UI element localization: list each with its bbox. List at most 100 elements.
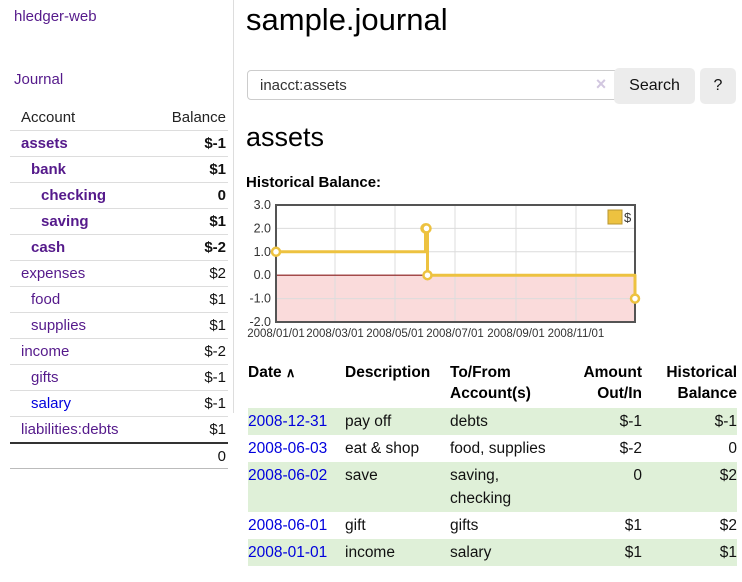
transaction-date-link[interactable]: 2008-06-01	[248, 517, 328, 534]
transaction-date-link[interactable]: 2008-06-02	[248, 467, 328, 484]
account-balance: $1	[209, 161, 226, 178]
account-row: assets $-1	[10, 130, 228, 156]
account-row: expenses $2	[10, 260, 228, 286]
sidebar-account-link[interactable]: expenses	[21, 265, 86, 282]
account-balance: $-1	[204, 135, 226, 152]
cell-accounts: gifts	[450, 517, 479, 534]
cell-amount: 0	[633, 467, 642, 484]
account-balance: $2	[209, 265, 226, 282]
sidebar-account-link[interactable]: food	[31, 291, 61, 308]
cell-description: pay off	[345, 413, 392, 430]
y-tick-label: -1.0	[249, 292, 271, 306]
account-row: income $-2	[10, 338, 228, 364]
column-header-description: Description	[345, 364, 431, 381]
search-button[interactable]: Search	[614, 68, 695, 104]
transaction-date-link[interactable]: 2008-12-31	[248, 413, 328, 430]
account-row: supplies $1	[10, 312, 228, 338]
data-point-marker	[421, 223, 432, 234]
y-tick-label: 2.0	[254, 221, 271, 235]
accounts-total-value: 0	[217, 447, 226, 465]
cell-accounts: debts	[450, 413, 488, 430]
cell-amount: $1	[624, 544, 642, 561]
sidebar-account-link[interactable]: assets	[21, 135, 68, 152]
cell-balance: $2	[719, 467, 737, 484]
sidebar-account-link[interactable]: salary	[31, 395, 72, 412]
register-row: 2008-06-03 eat & shop food, supplies $-2 0	[248, 435, 737, 462]
accounts-table: Account Balance assets $-1 bank $1 checking 0…	[10, 104, 228, 469]
sidebar-item-journal[interactable]: Journal	[14, 71, 64, 88]
sidebar-account-link[interactable]: cash	[31, 239, 66, 256]
register-table: Date ∧ Description To/From Account(s) Am…	[248, 362, 737, 566]
account-row: food $1	[10, 286, 228, 312]
sidebar-account-link[interactable]: saving	[41, 213, 89, 230]
account-row: cash $-2	[10, 234, 228, 260]
sidebar-account-link[interactable]: checking	[41, 187, 107, 204]
column-header-balance: Historical Balance	[666, 364, 737, 402]
account-row: gifts $-1	[10, 364, 228, 390]
accounts-header-account: Account	[21, 108, 76, 126]
account-balance: $-2	[204, 239, 226, 256]
legend-label: $	[624, 210, 632, 225]
cell-amount: $1	[624, 517, 642, 534]
register-row: 2008-06-01 gift gifts $1 $2	[248, 512, 737, 539]
column-header-date[interactable]: Date ∧	[248, 362, 345, 408]
cell-amount: $-2	[619, 440, 642, 457]
y-tick-label: 1.0	[254, 245, 271, 259]
sort-asc-icon: ∧	[285, 365, 295, 380]
cell-balance: $1	[719, 544, 737, 561]
account-balance: 0	[217, 187, 226, 204]
transaction-date-link[interactable]: 2008-06-03	[248, 440, 328, 457]
accounts-total-row: 0	[10, 442, 228, 469]
sidebar-account-link[interactable]: supplies	[31, 317, 87, 334]
sidebar-account-link[interactable]: bank	[31, 161, 67, 178]
cell-date: 2008-01-01	[248, 539, 345, 566]
y-tick-label: 0.0	[254, 268, 271, 282]
sidebar-account-link[interactable]: gifts	[31, 369, 59, 386]
account-balance: $1	[209, 421, 226, 438]
page-title: sample.journal	[246, 2, 448, 37]
data-point-marker	[629, 293, 641, 304]
column-header-accounts: To/From Account(s)	[450, 364, 531, 402]
clear-search-icon[interactable]: ×	[595, 74, 607, 94]
account-balance: $1	[209, 291, 226, 308]
sidebar-account-link[interactable]: income	[21, 343, 70, 360]
y-tick-label: 3.0	[254, 198, 271, 212]
account-heading: assets	[246, 122, 325, 152]
cell-description: income	[345, 544, 395, 561]
account-balance: $-2	[204, 343, 226, 360]
account-balance: $-1	[204, 395, 226, 412]
transaction-date-link[interactable]: 2008-01-01	[248, 544, 328, 561]
x-tick-label: 2008/03/01	[306, 328, 364, 340]
account-row: liabilities:debts $1	[10, 416, 228, 442]
x-tick-label: 2008/05/01	[366, 328, 424, 340]
cell-balance: $2	[719, 517, 737, 534]
column-header-amount: Amount Out/In	[583, 364, 642, 402]
help-button[interactable]: ?	[700, 68, 736, 104]
data-point-marker	[422, 269, 433, 281]
account-rows: assets $-1 bank $1 checking 0 saving $1 cash $-2 e…	[10, 130, 228, 442]
brand-link[interactable]: hledger-web	[14, 8, 97, 25]
sidebar-account-link[interactable]: liabilities:debts	[21, 421, 119, 438]
cell-accounts: salary	[450, 544, 492, 561]
account-row: saving $1	[10, 208, 228, 234]
x-tick-label: 2008/09/01	[487, 328, 545, 340]
cell-balance: 0	[728, 440, 737, 457]
cell-date: 2008-06-01	[248, 512, 345, 539]
accounts-header-balance: Balance	[171, 108, 226, 126]
cell-date: 2008-12-31	[248, 408, 345, 435]
cell-description: save	[345, 467, 378, 484]
cell-amount: $-1	[619, 413, 642, 430]
account-balance: $1	[209, 213, 226, 230]
cell-description: eat & shop	[345, 440, 420, 457]
y-tick-label: -2.0	[249, 315, 271, 329]
account-row: bank $1	[10, 156, 228, 182]
accounts-table-header: Account Balance	[10, 104, 228, 130]
date-header-label: Date	[248, 364, 282, 381]
cell-accounts: saving, checking	[450, 467, 512, 507]
x-tick-label: 2008/01/01	[247, 328, 305, 340]
cell-description: gift	[345, 517, 366, 534]
account-balance: $1	[209, 317, 226, 334]
search-input[interactable]	[247, 70, 619, 100]
